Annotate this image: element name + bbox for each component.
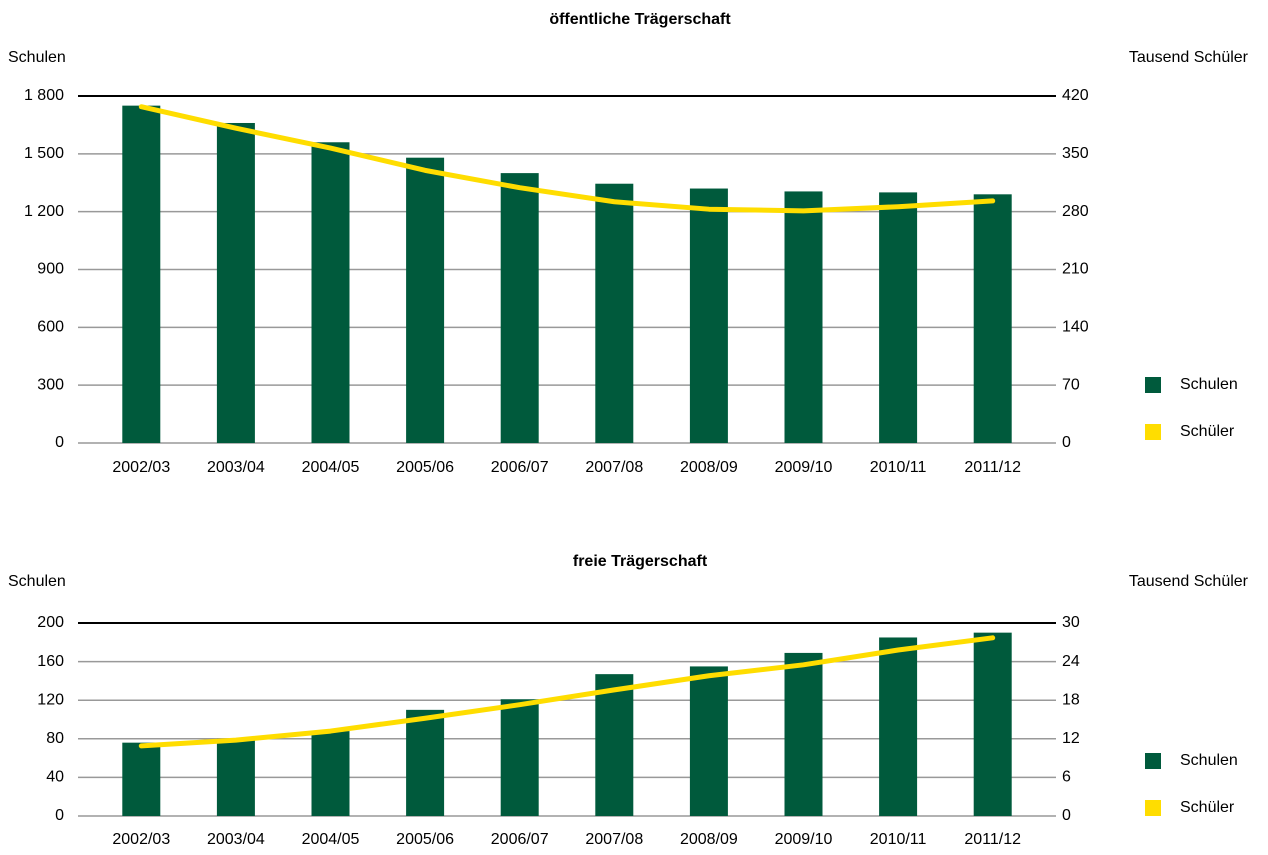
bar [500,699,539,816]
x-tick-label: 2003/04 [207,459,265,476]
legend-swatch [1145,753,1161,769]
bar [784,652,823,816]
y2-tick-label: 18 [1062,691,1080,708]
bar [595,183,634,444]
legend-swatch [1145,424,1161,440]
y-tick-label: 600 [37,319,64,336]
bar [216,738,255,816]
x-tick-label: 2002/03 [112,831,170,848]
x-tick-label: 2004/05 [302,459,360,476]
y2-tick-label: 420 [1062,87,1089,104]
x-tick-label: 2008/09 [680,831,738,848]
x-tick-label: 2009/10 [775,831,833,848]
y2-tick-label: 0 [1062,807,1071,824]
x-tick-label: 2007/08 [585,831,643,848]
y2-tick-label: 0 [1062,434,1071,451]
bar [311,731,350,816]
x-tick-label: 2005/06 [396,459,454,476]
bar [216,122,255,443]
x-tick-label: 2010/11 [870,831,927,848]
bar [406,709,445,816]
y-tick-label: 0 [55,434,64,451]
x-tick-label: 2005/06 [396,831,454,848]
y-tick-label: 200 [37,614,64,631]
bar [500,173,539,443]
bar [406,157,445,443]
y-tick-label: 1 800 [24,87,64,104]
x-tick-label: 2008/09 [680,459,738,476]
y2-tick-label: 6 [1062,769,1071,786]
x-tick-label: 2006/07 [491,459,549,476]
y-axis-label: Schulen [8,49,66,66]
y-tick-label: 1 200 [24,203,64,220]
bar [595,674,634,816]
y2-tick-label: 12 [1062,730,1080,747]
y-tick-label: 900 [37,261,64,278]
legend-swatch [1145,800,1161,816]
line [138,635,996,749]
y2-tick-label: 24 [1062,653,1080,670]
y2-axis-label: Tausend Schüler [1129,49,1249,66]
y2-tick-label: 210 [1062,261,1089,278]
bar [879,192,918,443]
y2-axis-label: Tausend Schüler [1129,573,1249,590]
x-tick-label: 2007/08 [585,459,643,476]
y2-tick-label: 30 [1062,614,1080,631]
y-tick-label: 40 [46,769,64,786]
chart-title: öffentliche Trägerschaft [549,11,731,28]
y2-tick-label: 350 [1062,145,1089,162]
y-tick-label: 80 [46,730,64,747]
bar [689,666,728,816]
y-tick-label: 0 [55,807,64,824]
bar [122,742,161,816]
y2-tick-label: 280 [1062,203,1089,220]
y-tick-label: 300 [37,376,64,393]
y-axis-label: Schulen [8,573,66,590]
x-tick-label: 2002/03 [112,459,170,476]
x-tick-label: 2004/05 [302,831,360,848]
legend-label: Schüler [1180,423,1235,440]
chart-title: freie Trägerschaft [573,553,708,570]
x-tick-label: 2006/07 [491,831,549,848]
legend-label: Schüler [1180,799,1235,816]
y2-tick-label: 140 [1062,319,1089,336]
bar [973,632,1012,816]
bar [689,188,728,443]
y-tick-label: 160 [37,653,64,670]
bar [311,142,350,443]
legend-swatch [1145,377,1161,393]
bar [973,194,1012,443]
bar [122,105,161,443]
line [138,104,996,214]
y2-tick-label: 70 [1062,376,1080,393]
bar [879,637,918,816]
x-tick-label: 2009/10 [775,459,833,476]
x-tick-label: 2010/11 [870,459,927,476]
x-tick-label: 2011/12 [964,459,1021,476]
legend-label: Schulen [1180,752,1238,769]
legend-label: Schulen [1180,376,1238,393]
x-tick-label: 2003/04 [207,831,265,848]
y-tick-label: 1 500 [24,145,64,162]
x-tick-label: 2011/12 [964,831,1021,848]
y-tick-label: 120 [37,691,64,708]
bar [784,191,823,443]
